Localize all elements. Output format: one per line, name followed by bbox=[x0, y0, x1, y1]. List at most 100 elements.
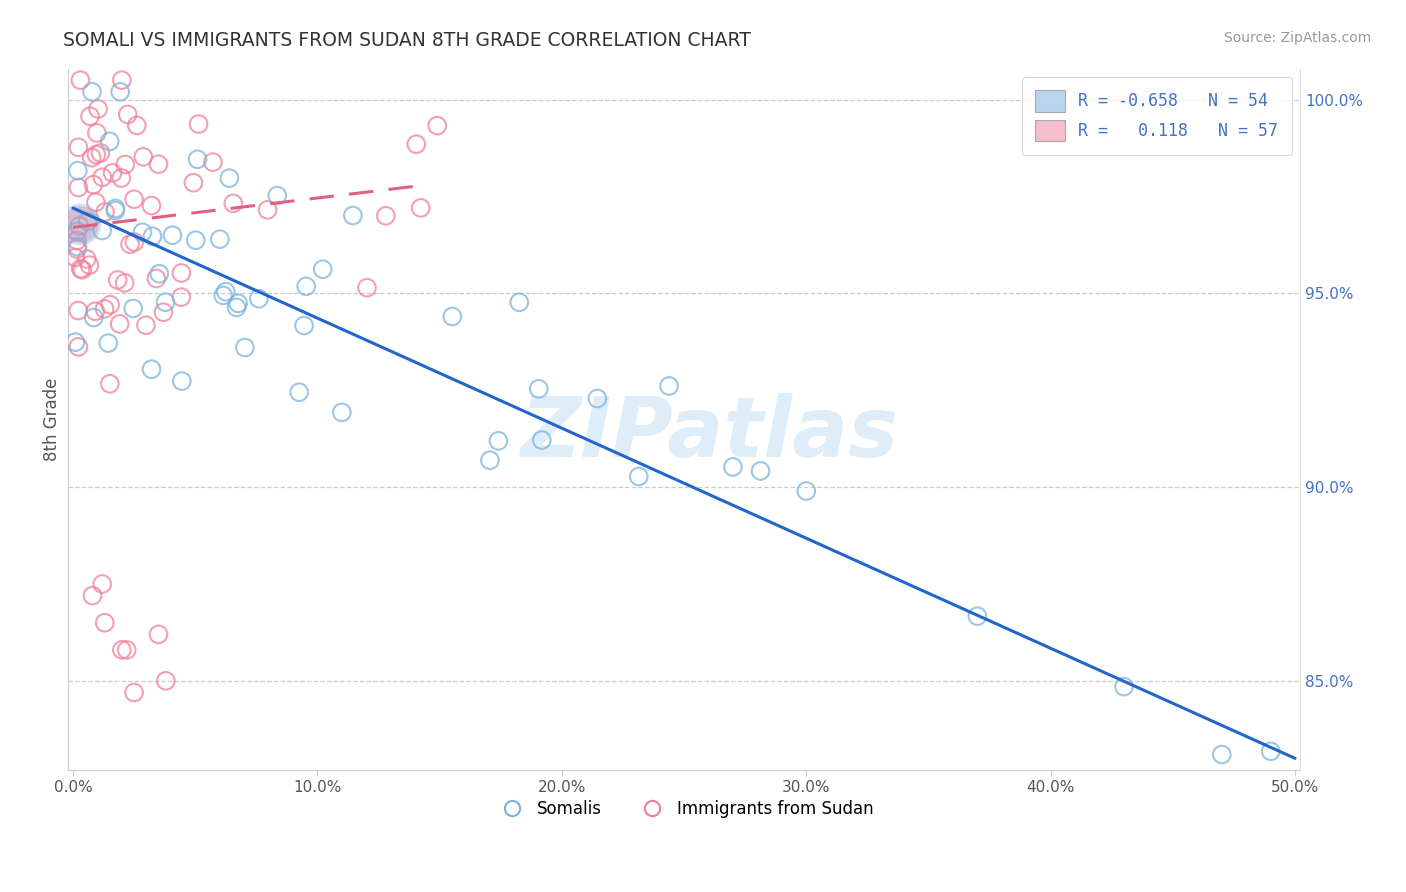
Point bbox=[208, 232, 231, 246]
Point bbox=[69, 217, 91, 231]
Point bbox=[794, 483, 817, 498]
Point bbox=[66, 240, 89, 254]
Point bbox=[170, 374, 193, 388]
Point bbox=[233, 341, 256, 355]
Point bbox=[76, 214, 98, 228]
Point bbox=[966, 609, 988, 624]
Point bbox=[131, 225, 153, 239]
Point bbox=[155, 673, 177, 688]
Point bbox=[86, 147, 108, 161]
Point bbox=[101, 166, 124, 180]
Point bbox=[721, 459, 744, 474]
Point bbox=[66, 234, 89, 248]
Point bbox=[97, 336, 120, 351]
Point bbox=[84, 195, 107, 210]
Point bbox=[187, 117, 209, 131]
Point bbox=[330, 405, 353, 419]
Point bbox=[405, 137, 427, 152]
Point bbox=[82, 589, 104, 603]
Point bbox=[212, 288, 235, 302]
Point bbox=[72, 262, 94, 277]
Text: SOMALI VS IMMIGRANTS FROM SUDAN 8TH GRADE CORRELATION CHART: SOMALI VS IMMIGRANTS FROM SUDAN 8TH GRAD… bbox=[63, 31, 751, 50]
Point bbox=[91, 170, 114, 185]
Point bbox=[226, 296, 249, 310]
Point bbox=[104, 202, 127, 216]
Point bbox=[83, 310, 105, 325]
Point bbox=[122, 301, 145, 316]
Point bbox=[84, 304, 107, 318]
Point bbox=[111, 73, 134, 87]
Point bbox=[67, 140, 90, 154]
Point bbox=[218, 171, 240, 186]
Point bbox=[247, 292, 270, 306]
Point bbox=[80, 85, 103, 99]
Point bbox=[69, 73, 91, 87]
Point bbox=[67, 303, 90, 318]
Point bbox=[508, 295, 530, 310]
Point bbox=[266, 188, 288, 202]
Point bbox=[141, 229, 163, 244]
Y-axis label: 8th Grade: 8th Grade bbox=[44, 377, 60, 461]
Point bbox=[292, 318, 315, 333]
Point bbox=[67, 219, 90, 233]
Point bbox=[478, 453, 501, 467]
Point bbox=[141, 198, 163, 212]
Point bbox=[110, 171, 132, 186]
Point bbox=[148, 267, 170, 281]
Point bbox=[162, 228, 184, 243]
Point bbox=[215, 285, 238, 299]
Point bbox=[141, 362, 163, 376]
Point bbox=[94, 205, 117, 219]
Point bbox=[79, 109, 101, 123]
Point bbox=[426, 119, 449, 133]
Point bbox=[201, 155, 224, 169]
Point bbox=[409, 201, 432, 215]
Point bbox=[76, 252, 98, 266]
Point bbox=[374, 209, 396, 223]
Point bbox=[586, 392, 609, 406]
Point bbox=[627, 469, 650, 483]
Point bbox=[183, 176, 205, 190]
Point bbox=[67, 180, 90, 194]
Point bbox=[132, 150, 155, 164]
Point bbox=[488, 434, 510, 448]
Point bbox=[114, 157, 136, 171]
Point bbox=[108, 317, 131, 331]
Point bbox=[170, 266, 193, 280]
Point bbox=[93, 301, 115, 316]
Text: ZIPatlas: ZIPatlas bbox=[520, 392, 897, 474]
Point bbox=[67, 340, 90, 354]
Point bbox=[117, 107, 139, 121]
Point bbox=[155, 295, 177, 310]
Point bbox=[122, 192, 145, 206]
Point bbox=[114, 276, 136, 290]
Point bbox=[184, 233, 207, 247]
Point bbox=[80, 151, 103, 165]
Point bbox=[135, 318, 157, 333]
Point bbox=[104, 203, 127, 218]
Point bbox=[79, 258, 101, 272]
Legend: Somalis, Immigrants from Sudan: Somalis, Immigrants from Sudan bbox=[488, 794, 880, 825]
Point bbox=[93, 615, 115, 630]
Point bbox=[108, 85, 131, 99]
Point bbox=[342, 209, 364, 223]
Point bbox=[107, 273, 129, 287]
Point bbox=[356, 281, 378, 295]
Point bbox=[65, 251, 87, 265]
Point bbox=[89, 145, 111, 160]
Point bbox=[87, 102, 110, 116]
Point bbox=[91, 223, 114, 237]
Point bbox=[148, 627, 170, 641]
Point bbox=[91, 577, 114, 591]
Point bbox=[66, 225, 89, 239]
Point bbox=[441, 310, 464, 324]
Point bbox=[82, 178, 104, 192]
Point bbox=[170, 290, 193, 304]
Point bbox=[312, 262, 335, 277]
Point bbox=[530, 433, 553, 447]
Point bbox=[122, 685, 145, 699]
Point bbox=[111, 643, 134, 657]
Point bbox=[225, 301, 247, 315]
Point bbox=[145, 271, 167, 285]
Point bbox=[65, 335, 87, 350]
